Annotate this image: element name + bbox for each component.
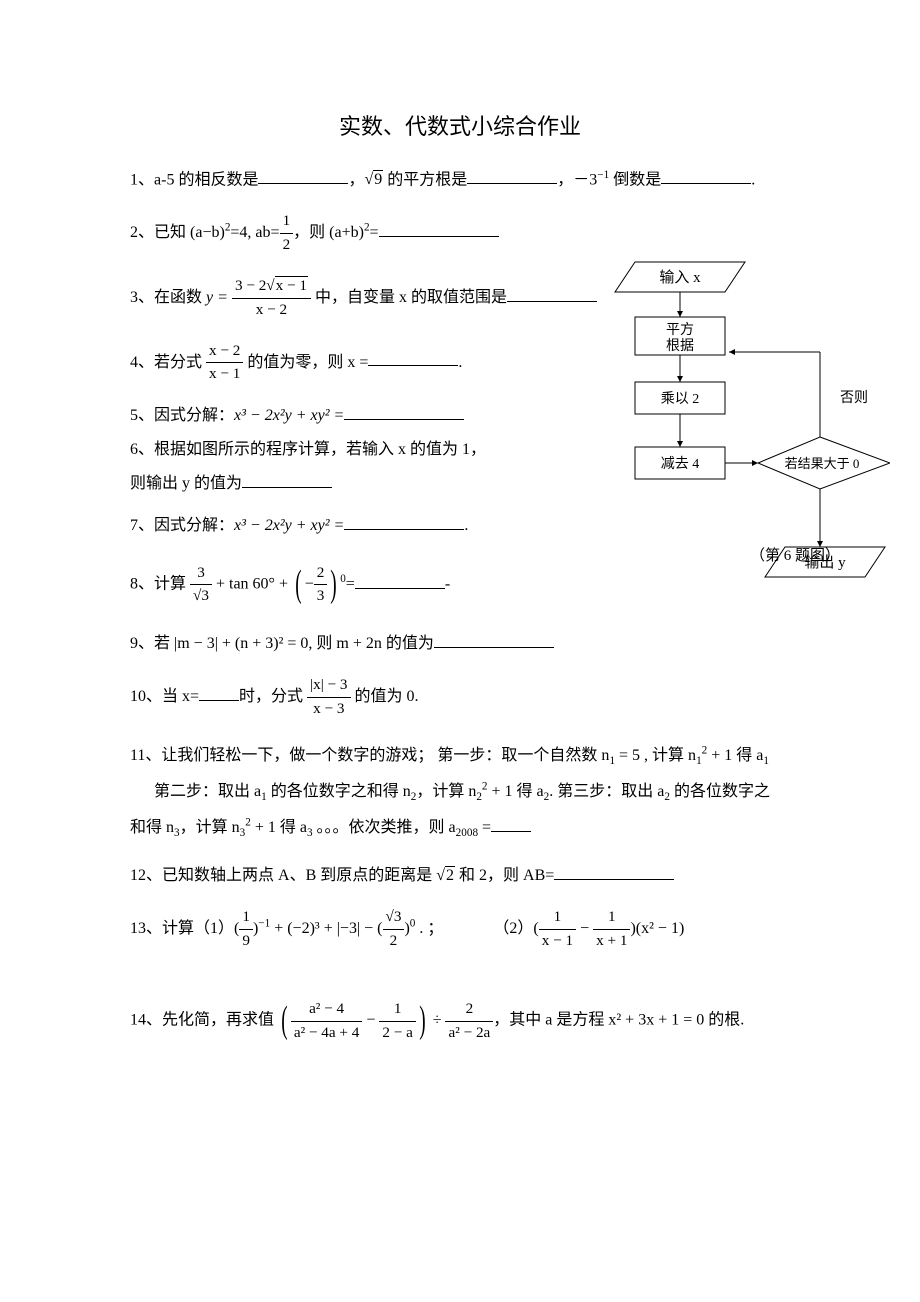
blank (368, 350, 458, 366)
flow-step2: 乘以 2 (661, 391, 700, 407)
q-num: 5、 (130, 407, 154, 424)
q-num: 4、 (130, 353, 154, 370)
q-num: 3、 (130, 289, 154, 306)
fraction: a² − 4a² − 4a + 4 (291, 998, 363, 1045)
blank (379, 221, 499, 237)
blank (344, 514, 464, 530)
fraction: 1x + 1 (593, 906, 630, 953)
q-num: 7、 (130, 517, 154, 534)
blank (467, 168, 557, 184)
fraction: 1x − 1 (539, 906, 576, 953)
flow-else: 否则 (840, 390, 868, 406)
fraction: 2a² − 2a (445, 998, 493, 1045)
question-2: 2、已知 (a−b)2=4, ab=12，则 (a+b)2= (130, 210, 790, 257)
flow-decision: 若结果大于 0 (785, 456, 860, 471)
question-14: 14、先化简，再求值 (a² − 4a² − 4a + 4 − 12 − a) … (130, 992, 790, 1050)
fraction: 23 (314, 562, 328, 609)
fraction: 3√3 (190, 562, 212, 609)
lparen-icon: ( (295, 556, 301, 614)
rparen-icon: ) (331, 556, 337, 614)
fraction: √32 (383, 906, 405, 953)
blank (344, 404, 464, 420)
fraction: x − 2x − 1 (206, 340, 243, 387)
fraction: 3 − 2x − 1x − 2 (232, 275, 311, 322)
flowchart-caption: （第 6 题图） (750, 545, 840, 568)
question-12: 12、已知数轴上两点 A、B 到原点的距离是 2 和 2，则 AB= (130, 864, 790, 888)
rparen-icon: ) (419, 992, 425, 1050)
q-num: 14、 (130, 1012, 162, 1029)
q-num: 12、 (130, 867, 162, 884)
page-title: 实数、代数式小综合作业 (130, 110, 790, 143)
flow-step3: 减去 4 (661, 456, 700, 472)
flow-step1b: 根据 (666, 338, 694, 354)
q-num: 1、 (130, 171, 154, 188)
fraction: 12 (280, 210, 294, 257)
q13-part1: 13、计算（1）(19)−1 + (−2)³ + |−3| − (√32)0 .… (130, 906, 443, 953)
blank (661, 168, 751, 184)
q-num: 9、 (130, 635, 154, 652)
flow-step1: 平方 (666, 322, 694, 338)
blank (258, 168, 348, 184)
blank (199, 685, 239, 701)
fraction: 12 − a (379, 998, 416, 1045)
q-num: 10、 (130, 688, 162, 705)
question-10: 10、当 x=时，分式 |x| − 3x − 3 的值为 0. (130, 674, 790, 721)
question-1: 1、a-5 的相反数是，9 的平方根是，－3−1 倒数是. (130, 167, 790, 192)
blank (355, 573, 445, 589)
question-3: 3、在函数 y = 3 − 2x − 1x − 2 中，自变量 x 的取值范围是 (130, 275, 610, 322)
flowchart-diagram: 输入 x 平方 根据 乘以 2 减去 4 若结果大于 0 否则 输出 y (590, 252, 890, 662)
q-num: 8、 (130, 576, 154, 593)
blank (507, 286, 597, 302)
sqrt-icon: 9 (364, 168, 383, 192)
sqrt-icon: x − 1 (266, 275, 308, 298)
q-num: 13、 (130, 920, 162, 937)
question-6: 6、根据如图所示的程序计算，若输入 x 的值为 1， (130, 438, 610, 462)
fraction: 19 (239, 906, 253, 953)
q1-text1: a-5 的相反数是 (154, 171, 258, 188)
q-num: 6、 (130, 441, 154, 458)
question-13: 13、计算（1）(19)−1 + (−2)³ + |−3| − (√32)0 .… (130, 906, 790, 953)
question-11: 11、让我们轻松一下，做一个数字的游戏； 第一步：取一个自然数 n1 = 5 ,… (130, 738, 790, 845)
lparen-icon: ( (281, 992, 287, 1050)
q-num: 11、 (130, 747, 161, 764)
blank (554, 864, 674, 880)
fraction: |x| − 3x − 3 (307, 674, 350, 721)
blank (434, 632, 554, 648)
q-num: 2、 (130, 224, 154, 241)
blank (242, 472, 332, 488)
flow-input: 输入 x (659, 269, 701, 286)
blank (491, 816, 531, 832)
sqrt-icon: 2 (436, 864, 455, 888)
q13-part2: （2）(1x − 1 − 1x + 1)(x² − 1) (493, 906, 684, 953)
